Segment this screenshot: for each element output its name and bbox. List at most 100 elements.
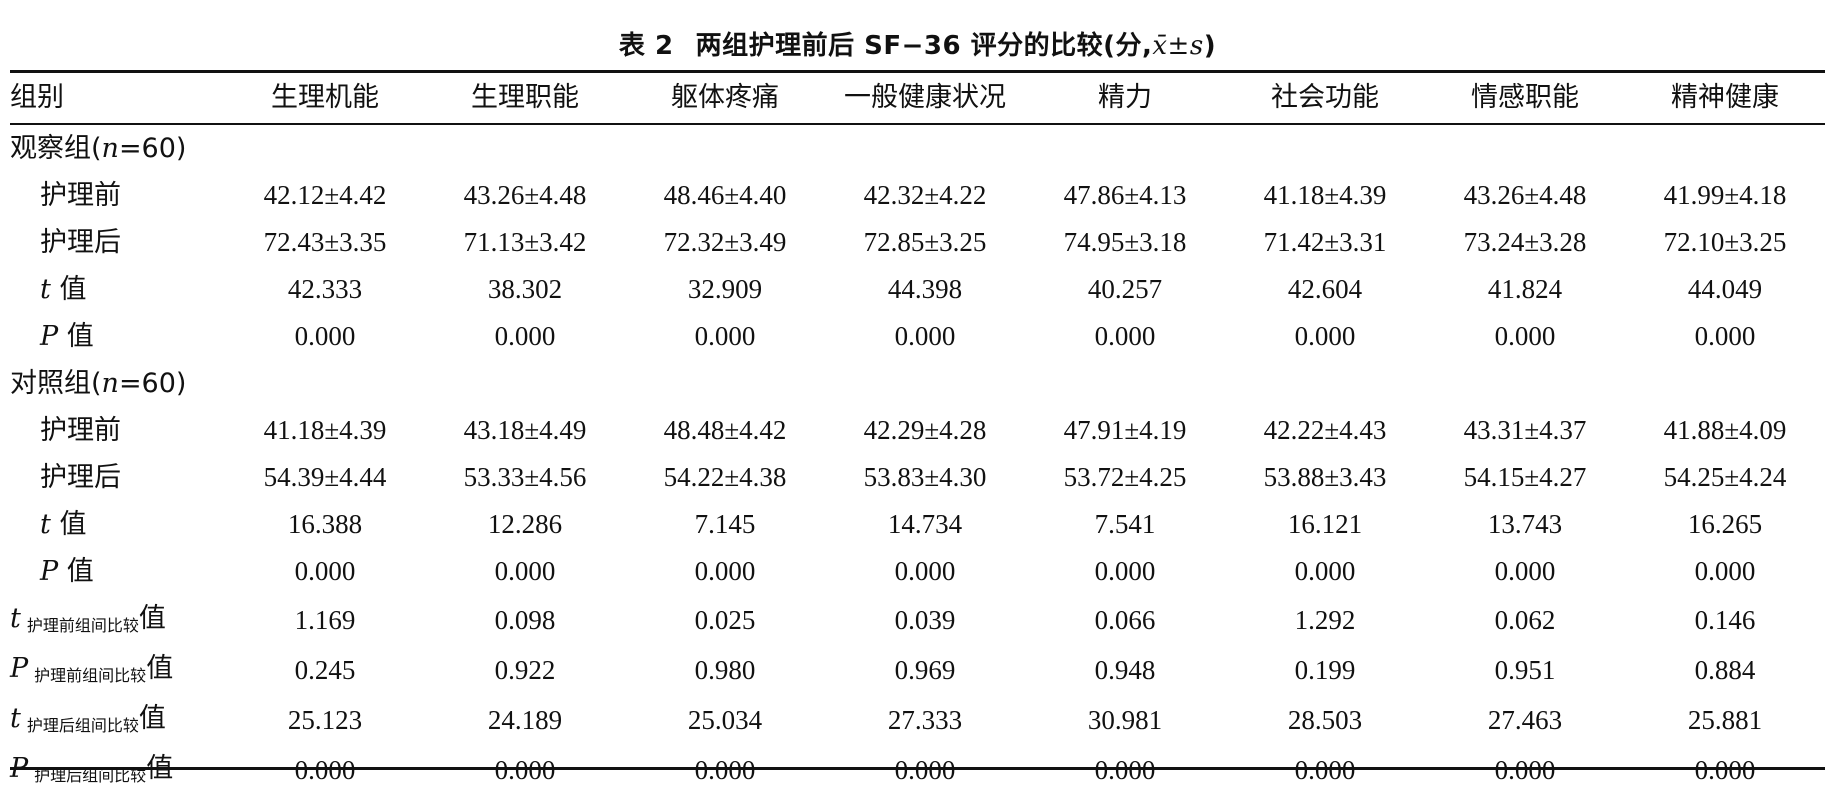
table-cell: 38.302 <box>487 274 563 304</box>
table-cell: 0.245 <box>294 654 356 685</box>
table-body: 观察组(n=60) 护理前 42.12±4.42 43.26±4.48 48.46±4.… <box>10 124 1825 795</box>
table-cell: 0.000 <box>1694 754 1756 785</box>
table-cell: 42.22±4.43 <box>1263 415 1387 445</box>
table-cell: 53.88±3.43 <box>1263 462 1387 492</box>
row-label-text: 值 <box>59 274 87 305</box>
table-cell: 42.604 <box>1287 274 1363 304</box>
row-label: 护理前 <box>10 172 225 219</box>
row-label-text: 护理后 <box>40 462 121 493</box>
caption-symbol: x̄±s <box>1152 31 1204 61</box>
table-cell: 43.26±4.48 <box>1463 180 1587 210</box>
table-cell: 7.541 <box>1094 509 1156 539</box>
table-cell: 0.000 <box>1094 754 1156 785</box>
caption-label: 表 2 <box>618 31 674 61</box>
control-group-row: 对照组(n=60) <box>10 360 1825 407</box>
table-cell: 30.981 <box>1087 704 1163 735</box>
row-label: t 值 <box>10 501 225 548</box>
table-cell: 0.000 <box>294 556 356 586</box>
table-cell: 54.15±4.27 <box>1463 462 1587 492</box>
group-label-suffix: =60) <box>118 133 187 164</box>
table-cell: 53.83±4.30 <box>863 462 987 492</box>
row-label-text: 值 <box>146 653 174 684</box>
group-label-n: n <box>101 368 119 399</box>
table-cell: 0.000 <box>1694 321 1756 351</box>
row-label: 护理后 <box>10 454 225 501</box>
table-cell: 16.121 <box>1287 509 1363 539</box>
row-label-text: 值 <box>66 321 94 352</box>
table-row: P 值 0.000 0.000 0.000 0.000 0.000 0.000 0.000 0.… <box>10 548 1825 595</box>
caption-title: 两组护理前后 SF−36 评分的比较(分, <box>695 31 1153 61</box>
row-label: t 护理后组间比较值 <box>10 695 225 745</box>
table-cell: 7.145 <box>694 509 756 539</box>
table-cell: 54.22±4.38 <box>663 462 787 492</box>
table-cell: 0.000 <box>294 754 356 785</box>
table-cell: 72.32±3.49 <box>663 227 787 257</box>
table-cell: 0.066 <box>1094 604 1156 635</box>
table-cell: 0.000 <box>1294 754 1356 785</box>
table-cell: 48.46±4.40 <box>663 180 787 210</box>
table-cell: 13.743 <box>1487 509 1563 539</box>
table-cell: 53.72±4.25 <box>1063 462 1187 492</box>
table-cell: 72.10±3.25 <box>1663 227 1787 257</box>
table-cell: 74.95±3.18 <box>1063 227 1187 257</box>
table-row: 护理后 72.43±3.35 71.13±3.42 72.32±3.49 72.85±3… <box>10 219 1825 266</box>
table-cell: 0.199 <box>1294 654 1356 685</box>
header-vitality: 精力 <box>1025 73 1225 125</box>
table-cell: 14.734 <box>887 509 963 539</box>
table-cell: 0.000 <box>1494 321 1556 351</box>
table-cell: 0.000 <box>1494 754 1556 785</box>
stat-symbol: t <box>40 274 51 305</box>
group-label-suffix: =60) <box>118 368 187 399</box>
table-cell: 0.000 <box>494 556 556 586</box>
table-cell: 47.86±4.13 <box>1063 180 1187 210</box>
table-cell: 0.000 <box>494 321 556 351</box>
table-cell: 0.948 <box>1094 654 1156 685</box>
stat-subscript: 护理前组间比较 <box>34 666 147 685</box>
table-cell: 0.000 <box>294 321 356 351</box>
table-cell: 0.000 <box>694 321 756 351</box>
row-label-text: 值 <box>138 703 166 734</box>
table-cell: 0.000 <box>694 754 756 785</box>
row-label-text: 护理后 <box>40 227 121 258</box>
stat-subscript: 护理前组间比较 <box>26 616 139 635</box>
stat-symbol: t <box>10 603 21 634</box>
table-cell: 0.969 <box>894 654 956 685</box>
between-group-row: P 护理前组间比较值 0.245 0.922 0.980 0.969 0.948 0.199 0… <box>10 645 1825 695</box>
table-cell: 72.43±3.35 <box>263 227 387 257</box>
table-cell: 41.18±4.39 <box>263 415 387 445</box>
table-cell: 0.000 <box>1094 321 1156 351</box>
table-cell: 0.039 <box>894 604 956 635</box>
header-bodily-pain: 躯体疼痛 <box>625 73 825 125</box>
group-label-n: n <box>101 133 119 164</box>
table-cell: 41.824 <box>1487 274 1563 304</box>
table-cell: 72.85±3.25 <box>863 227 987 257</box>
table-cell: 0.025 <box>694 604 756 635</box>
table-cell: 27.463 <box>1487 704 1563 735</box>
control-group-label: 对照组(n=60) <box>10 360 1825 407</box>
table-cell: 71.42±3.31 <box>1263 227 1387 257</box>
header-physical-functioning: 生理机能 <box>225 73 425 125</box>
stat-subscript: 护理后组间比较 <box>34 766 147 785</box>
table-cell: 0.000 <box>1694 556 1756 586</box>
table-cell: 0.884 <box>1694 654 1756 685</box>
table-cell: 40.257 <box>1087 274 1163 304</box>
row-label: t 护理前组间比较值 <box>10 595 225 645</box>
stat-symbol: P <box>10 753 29 784</box>
table-row: 护理后 54.39±4.44 53.33±4.56 54.22±4.38 53.83±4… <box>10 454 1825 501</box>
table-cell: 41.18±4.39 <box>1263 180 1387 210</box>
table-cell: 42.32±4.22 <box>863 180 987 210</box>
between-group-row: t 护理后组间比较值 25.123 24.189 25.034 27.333 30.981 2… <box>10 695 1825 745</box>
row-label: 护理后 <box>10 219 225 266</box>
table-cell: 0.000 <box>894 556 956 586</box>
group-label-prefix: 对照组( <box>10 368 102 399</box>
row-label-text: 值 <box>59 509 87 540</box>
table-cell: 0.000 <box>494 754 556 785</box>
group-label-prefix: 观察组( <box>10 133 102 164</box>
header-row: 组别 生理机能 生理职能 躯体疼痛 一般健康状况 精力 社会功能 情感职能 精神… <box>10 73 1825 125</box>
table-cell: 0.000 <box>1294 321 1356 351</box>
caption-close: ) <box>1203 31 1217 61</box>
table-cell: 71.13±3.42 <box>463 227 587 257</box>
table-cell: 25.123 <box>287 704 363 735</box>
table-cell: 43.26±4.48 <box>463 180 587 210</box>
results-table: 组别 生理机能 生理职能 躯体疼痛 一般健康状况 精力 社会功能 情感职能 精神… <box>10 73 1825 795</box>
